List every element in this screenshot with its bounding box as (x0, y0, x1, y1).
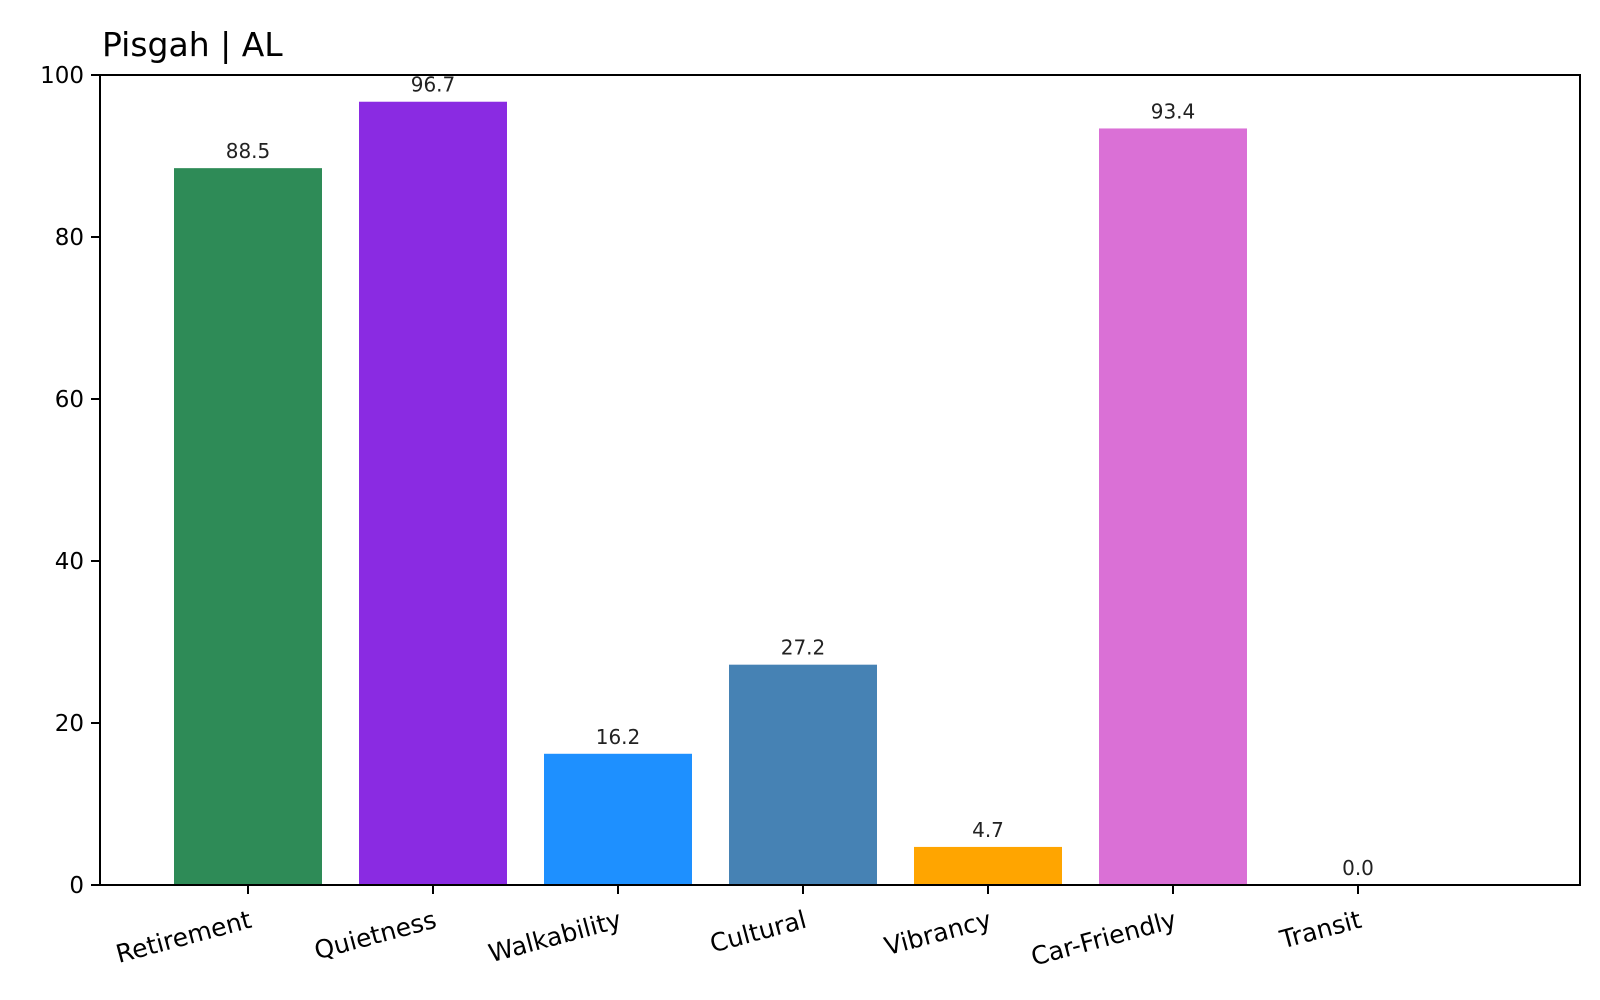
bars-group (174, 101, 1247, 886)
x-tick-label: Transit (1276, 905, 1365, 955)
x-tick-label: Walkability (485, 905, 624, 968)
y-tick-label: 80 (55, 225, 84, 251)
chart-title: Pisgah | AL (102, 25, 283, 64)
bar-car-friendly (1099, 128, 1247, 885)
x-tick-label: Cultural (707, 905, 810, 958)
data-label: 4.7 (972, 818, 1004, 842)
x-axis: Retirement Quietness Walkability Cultural Vi… (113, 885, 1365, 971)
bar-walkability (544, 753, 692, 885)
x-tick-label: Retirement (113, 905, 255, 969)
y-axis: 0 20 40 60 80 100 (40, 63, 100, 899)
y-tick-label: 100 (40, 63, 84, 89)
x-tick-label: Vibrancy (881, 905, 994, 961)
bar-cultural (729, 664, 877, 885)
data-label: 0.0 (1342, 856, 1374, 880)
data-labels-group: 88.5 96.7 16.2 27.2 4.7 93.4 0.0 (226, 73, 1374, 880)
x-tick-label: Car-Friendly (1028, 905, 1180, 972)
bar-quietness (359, 101, 507, 886)
y-tick-label: 40 (55, 549, 84, 575)
x-tick-label: Quietness (311, 905, 439, 965)
y-tick-label: 60 (55, 387, 84, 413)
data-label: 27.2 (781, 636, 826, 660)
data-label: 93.4 (1151, 99, 1196, 123)
y-tick-label: 20 (55, 711, 84, 737)
bar-vibrancy (914, 846, 1062, 885)
data-label: 16.2 (596, 725, 641, 749)
bar-retirement (174, 168, 322, 885)
plot-frame (99, 74, 1581, 886)
data-label: 88.5 (226, 139, 271, 163)
y-tick-label: 0 (69, 873, 84, 899)
data-label: 96.7 (411, 73, 456, 97)
